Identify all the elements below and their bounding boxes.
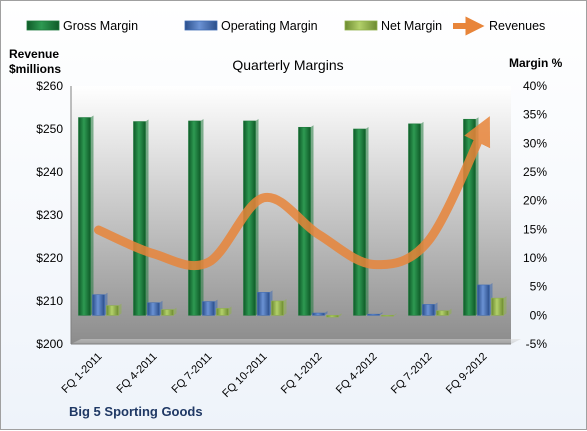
category-label: FQ 1-2011: [60, 351, 105, 396]
operating-margin-bar: [257, 292, 270, 316]
right-axis-ticks: -5% 0% 5% 10% 15% 20% 25% 30% 35% 40%: [523, 79, 547, 351]
legend-label: Gross Margin: [63, 19, 138, 33]
legend-label: Revenues: [489, 19, 545, 33]
net-margin-bar: [106, 305, 119, 316]
category-label: FQ 10-2011: [220, 351, 269, 400]
right-tick-label: 15%: [523, 222, 547, 236]
plot-floor: [71, 339, 521, 344]
operating-margin-bar-side: [379, 312, 383, 316]
category-label: FQ 7-2011: [170, 351, 215, 396]
left-tick-label: $200: [36, 337, 63, 351]
left-tick-label: $230: [36, 208, 63, 222]
operating-margin-bar-legend-swatch: [184, 20, 218, 31]
gross-margin-bar-side: [365, 127, 369, 316]
left-tick-label: $260: [36, 79, 63, 93]
gross-margin-bar-side: [90, 115, 94, 316]
left-tick-label: $240: [36, 165, 63, 179]
net-margin-bar-side: [448, 308, 452, 316]
chart-title: Quarterly Margins: [232, 57, 343, 73]
right-tick-label: 5%: [530, 280, 548, 294]
operating-margin-bar: [202, 301, 215, 316]
gross-margin-bar-side: [420, 121, 424, 316]
net-margin-bar-side: [503, 296, 507, 316]
gross-margin-bar: [133, 121, 146, 316]
right-axis-label: Margin %: [509, 56, 563, 70]
right-tick-label: 30%: [523, 136, 547, 150]
net-margin-bar-side: [228, 306, 232, 316]
net-margin-bar-side: [118, 303, 122, 316]
net-margin-bar: [326, 315, 339, 318]
category-label: FQ 9-2012: [444, 351, 490, 397]
gross-margin-bar-side: [475, 117, 479, 316]
left-tick-label: $250: [36, 122, 63, 136]
right-tick-label: 20%: [523, 194, 547, 208]
operating-margin-bar: [92, 294, 105, 316]
category-label: FQ 1-2012: [279, 351, 325, 397]
operating-margin-bar-side: [324, 311, 328, 316]
legend-label: Net Margin: [381, 19, 442, 33]
net-margin-bar: [161, 309, 174, 316]
right-tick-label: 35%: [523, 108, 547, 122]
right-tick-label: 40%: [523, 79, 547, 93]
gross-margin-bar-side: [310, 125, 314, 316]
gross-margin-bar: [78, 117, 91, 316]
net-margin-bar-side: [283, 299, 287, 316]
left-axis-label-line2: $millions: [9, 62, 61, 76]
net-margin-bar: [271, 300, 284, 316]
operating-margin-bar: [477, 284, 490, 316]
gross-margin-bar-legend-swatch: [26, 20, 60, 31]
gross-margin-bar: [408, 123, 421, 316]
category-label: FQ 4-2011: [115, 351, 160, 396]
legend: Gross Margin Operating Margin Net Margin Re…: [26, 16, 545, 36]
company-label: Big 5 Sporting Goods: [69, 404, 203, 419]
revenues-line: [94, 116, 491, 271]
gross-margin-bar-side: [145, 119, 149, 316]
net-margin-bar: [491, 297, 504, 316]
right-tick-label: 10%: [523, 251, 547, 265]
gross-margin-bar: [353, 128, 366, 316]
operating-margin-bar: [147, 302, 160, 316]
left-tick-label: $210: [36, 294, 63, 308]
left-axis-ticks: $200 $210 $220 $230 $240 $250 $260: [36, 79, 63, 351]
net-margin-bar-side: [393, 313, 397, 317]
revenue-line-layer: [94, 116, 491, 271]
net-margin-bar-side: [338, 313, 342, 318]
right-tick-label: 25%: [523, 165, 547, 179]
category-label: FQ 7-2012: [389, 351, 435, 397]
gross-margin-bar-side: [255, 118, 259, 316]
operating-margin-bar: [422, 304, 435, 316]
net-margin-bar: [216, 308, 229, 316]
category-labels: FQ 1-2011 FQ 4-2011 FQ 7-2011 FQ 10-2011 FQ …: [60, 351, 490, 400]
net-margin-bar-legend-swatch: [344, 20, 378, 31]
operating-margin-bar: [312, 312, 325, 316]
right-tick-label: -5%: [526, 337, 548, 351]
net-margin-bar-side: [173, 307, 177, 316]
operating-margin-bar: [367, 313, 380, 316]
category-label: FQ 4-2012: [334, 351, 380, 397]
left-axis-label-line1: Revenue: [9, 47, 59, 61]
net-margin-bar: [381, 315, 394, 317]
left-tick-label: $220: [36, 251, 63, 265]
gross-margin-bar: [188, 120, 201, 316]
right-tick-label: 0%: [530, 308, 548, 322]
net-margin-bar: [436, 310, 449, 316]
legend-label: Operating Margin: [221, 19, 318, 33]
gross-margin-bar-side: [200, 118, 204, 316]
